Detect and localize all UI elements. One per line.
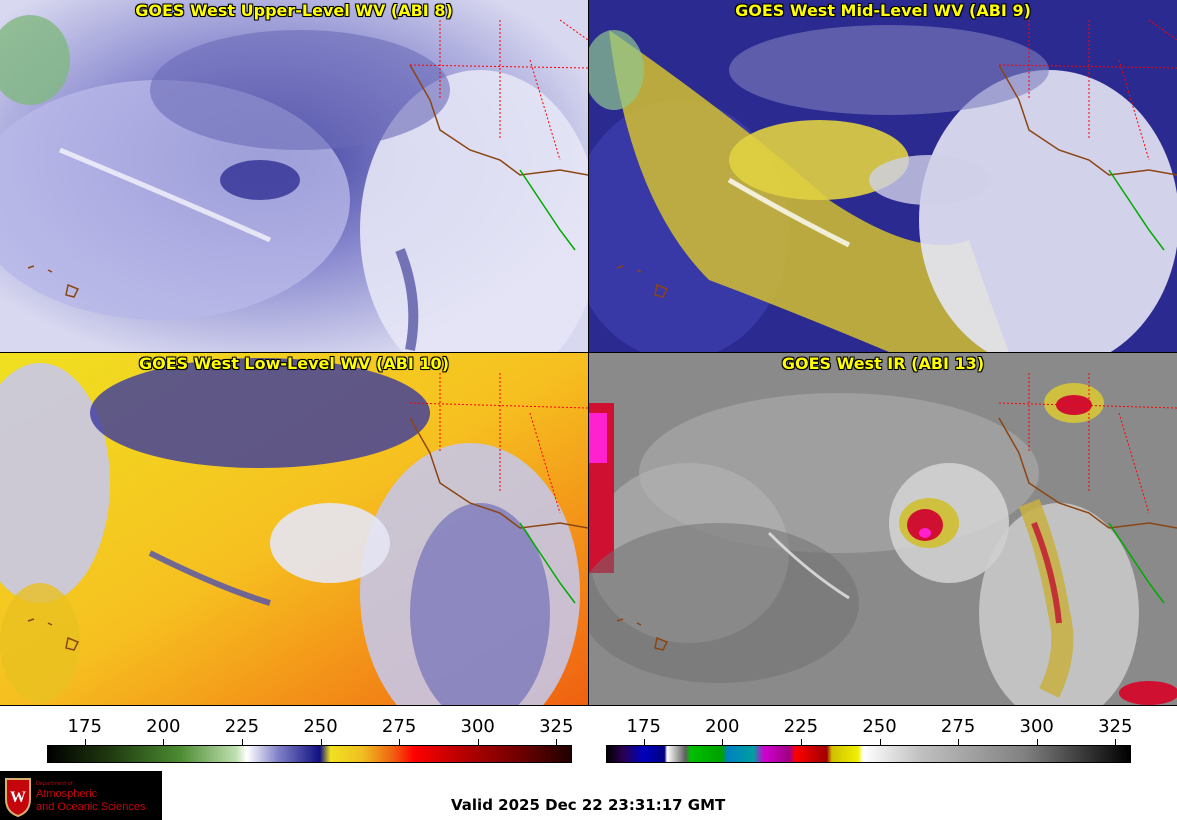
colorbar-ir: 175 200 225 250 275 300 325 <box>606 708 1133 768</box>
colorbar-tick-mark <box>879 739 881 745</box>
mid-level-wv-image <box>589 0 1177 352</box>
panel-upper-level-wv: GOES West Upper-Level WV (ABI 8) <box>0 0 589 352</box>
colorbar-tick-label: 275 <box>381 716 417 737</box>
colorbar-tick-mark <box>643 739 645 745</box>
colorbar-tick-mark <box>1115 739 1117 745</box>
upper-level-wv-image <box>0 0 588 352</box>
colorbar-wv-gradient <box>47 745 572 763</box>
colorbar-tick-label: 250 <box>303 716 338 737</box>
ir-image <box>589 353 1177 705</box>
colorbar-tick-label: 300 <box>460 716 495 737</box>
aos-logo: W Department of Atmospheric and Oceanic … <box>0 771 162 820</box>
colorbar-tick-mark <box>958 739 960 745</box>
colorbar-tick-label: 275 <box>940 716 976 737</box>
colorbar-tick-mark <box>477 739 479 745</box>
colorbar-tick-mark <box>320 739 322 745</box>
colorbar-wv: 175 200 225 250 275 300 325 <box>47 708 574 768</box>
colorbar-tick-label: 325 <box>539 716 574 737</box>
logo-dept-text: Department of <box>36 781 73 787</box>
colorbar-tick-label: 250 <box>862 716 897 737</box>
colorbar-tick-label: 175 <box>626 716 661 737</box>
panel-divider <box>0 352 1177 353</box>
colorbar-tick-label: 200 <box>146 716 181 737</box>
panel-title: GOES West IR (ABI 13) <box>781 354 985 373</box>
panel-divider <box>0 705 1177 706</box>
valid-time: Valid 2025 Dec 22 23:31:17 GMT <box>451 796 726 814</box>
low-level-wv-image <box>0 353 588 705</box>
panel-title: GOES West Upper-Level WV (ABI 8) <box>135 1 453 20</box>
colorbar-tick-label: 325 <box>1098 716 1133 737</box>
panel-low-level-wv: GOES West Low-Level WV (ABI 10) <box>0 353 589 705</box>
colorbar-tick-mark <box>1036 739 1038 745</box>
colorbar-tick-mark <box>722 739 724 745</box>
colorbar-tick-label: 225 <box>224 716 260 737</box>
logo-line2: and Oceanic Sciences <box>36 801 146 813</box>
logo-line1: Atmospheric <box>36 788 98 800</box>
colorbar-tick-mark <box>163 739 165 745</box>
colorbar-tick-mark <box>84 739 86 745</box>
colorbar-tick-mark <box>800 739 802 745</box>
colorbar-tick-label: 200 <box>705 716 740 737</box>
uw-seal-icon: W <box>5 778 31 817</box>
colorbar-ir-gradient <box>606 745 1131 763</box>
panel-title: GOES West Low-Level WV (ABI 10) <box>138 354 449 373</box>
colorbar-tick-mark <box>556 739 558 745</box>
panel-ir: GOES West IR (ABI 13) <box>589 353 1177 705</box>
panel-mid-level-wv: GOES West Mid-Level WV (ABI 9) <box>589 0 1177 352</box>
colorbar-tick-label: 300 <box>1019 716 1054 737</box>
colorbar-tick-mark <box>241 739 243 745</box>
svg-text:W: W <box>10 789 26 806</box>
colorbar-tick-label: 175 <box>67 716 102 737</box>
panel-title: GOES West Mid-Level WV (ABI 9) <box>735 1 1031 20</box>
colorbar-tick-mark <box>399 739 401 745</box>
colorbar-tick-label: 225 <box>783 716 819 737</box>
